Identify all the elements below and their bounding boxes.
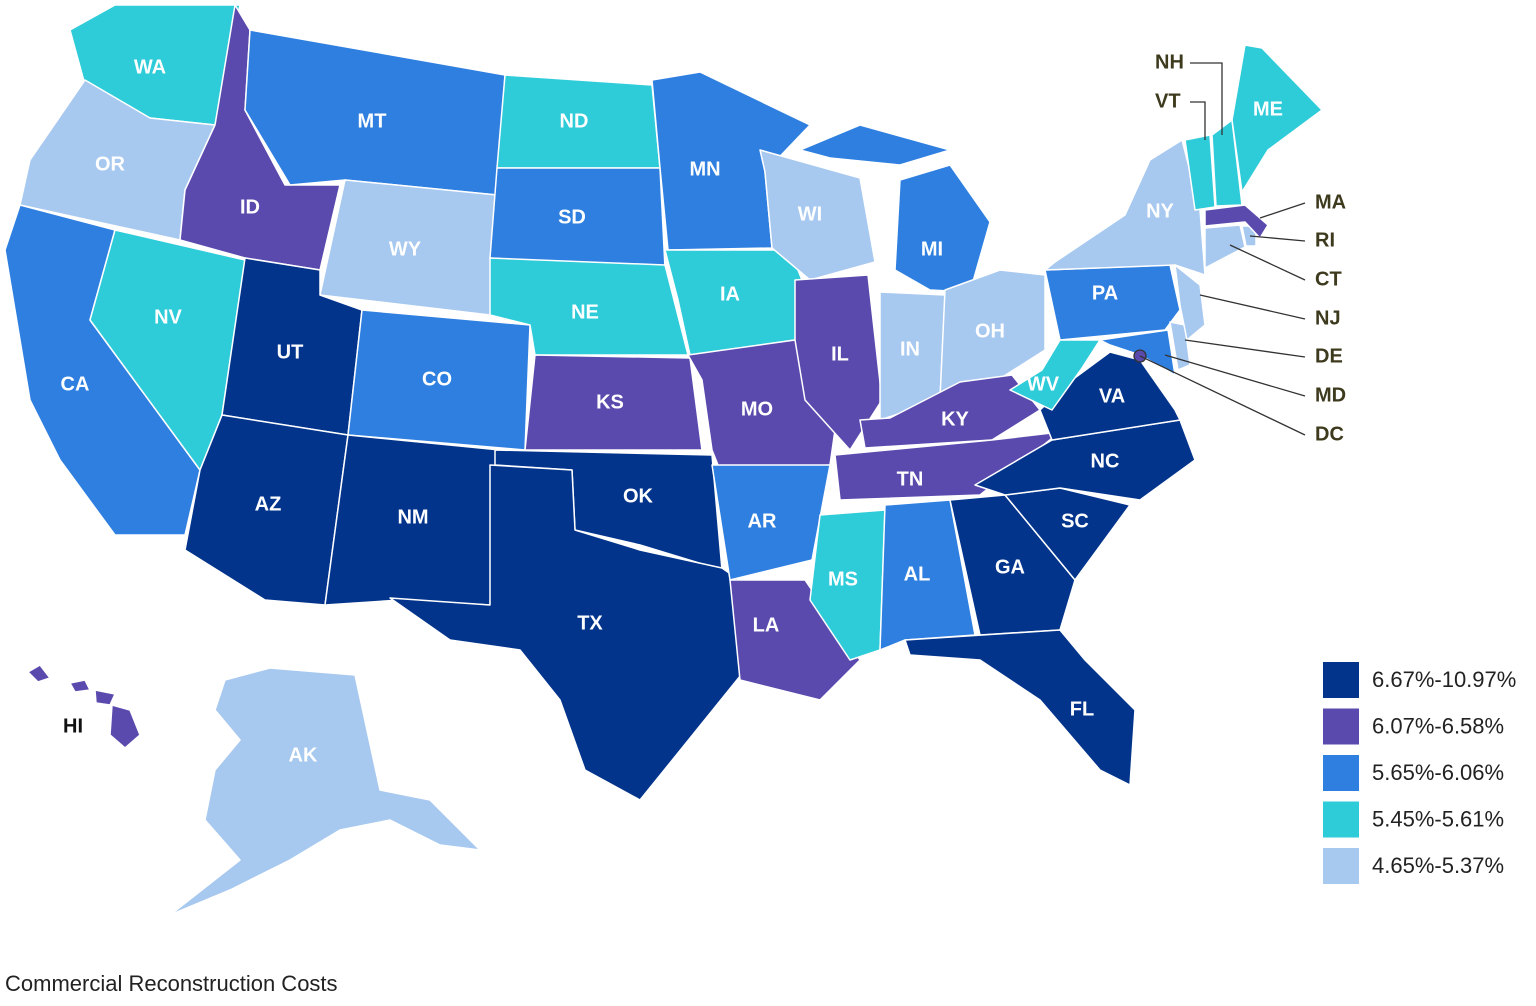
state-label: WV [1027, 373, 1060, 395]
state-label: MA [1315, 191, 1346, 213]
state-label: NJ [1315, 307, 1341, 329]
state [27, 664, 141, 749]
state-label: CO [422, 368, 452, 390]
state-label: LA [753, 614, 780, 636]
leader-line [1249, 235, 1306, 242]
state [1204, 224, 1246, 269]
state-label: MT [358, 110, 387, 132]
state-label: TX [577, 612, 603, 634]
state-label: MO [741, 398, 773, 420]
legend-label: 6.67%-10.97% [1372, 667, 1516, 692]
state-label: ND [560, 110, 589, 132]
state [1169, 321, 1191, 371]
state-label: DC [1315, 423, 1344, 445]
legend-label: 5.65%-6.06% [1372, 760, 1504, 785]
leader-line [1184, 339, 1306, 358]
state [949, 494, 1076, 636]
state-label: AR [748, 510, 777, 532]
state-label: IN [900, 338, 920, 360]
legend-label: 6.07%-6.58% [1372, 713, 1504, 738]
state [1174, 264, 1206, 341]
state-label: WA [134, 56, 166, 78]
state-label: AL [904, 563, 931, 585]
state [904, 629, 1136, 786]
leader-line [1139, 355, 1306, 436]
leader-line [1190, 101, 1206, 140]
state-label: VA [1099, 385, 1125, 407]
state [711, 464, 831, 581]
legend-swatch [1323, 662, 1359, 698]
state-label: KY [941, 408, 969, 430]
state-label: ME [1253, 98, 1283, 120]
state-label: AZ [255, 493, 282, 515]
state-label: MD [1315, 384, 1346, 406]
state-label: SD [558, 206, 586, 228]
state-label: NE [571, 301, 599, 323]
state-label: MS [828, 568, 858, 590]
state [1184, 134, 1216, 211]
state-label: VT [1155, 90, 1181, 112]
state-label: PA [1092, 282, 1118, 304]
state-label: NM [397, 506, 428, 528]
state-label: OR [95, 153, 126, 175]
state-label: NV [154, 306, 182, 328]
state [1231, 44, 1323, 193]
state-label: SC [1061, 510, 1089, 532]
state-label: NC [1091, 450, 1120, 472]
state-label: ID [240, 196, 260, 218]
states [4, 4, 1323, 916]
state-label: OK [623, 485, 654, 507]
state-label: GA [995, 556, 1025, 578]
state [794, 274, 883, 451]
state [729, 579, 861, 701]
state-label: KS [596, 391, 624, 413]
state-label: WY [389, 238, 422, 260]
state-label: IL [831, 343, 849, 365]
leader-line [1259, 202, 1306, 219]
state-label: IA [720, 283, 740, 305]
legend-label: 4.65%-5.37% [1372, 853, 1504, 878]
state [1044, 139, 1206, 276]
state-label: CT [1315, 268, 1342, 290]
state [524, 354, 703, 451]
state [1204, 204, 1269, 239]
state-label: TN [897, 468, 924, 490]
state-label: HI [63, 715, 83, 737]
state-label: MN [689, 158, 720, 180]
state-label: NH [1155, 51, 1184, 73]
caption: Commercial Reconstruction Costs [5, 971, 338, 996]
legend-label: 5.45%-5.61% [1372, 806, 1504, 831]
state-labels: WA OR CA NV ID MT WY UT AZ CO NM ND SD NE KS OK TX MN IA MO… [61, 51, 1347, 766]
state [169, 667, 481, 916]
state [1039, 351, 1181, 441]
legend-swatch [1323, 708, 1359, 745]
state-label: NY [1146, 200, 1174, 222]
state-label: AK [289, 744, 318, 766]
leader-line [1229, 244, 1306, 281]
leader-line [1199, 294, 1306, 320]
state-label: OH [975, 320, 1005, 342]
state-label: UT [277, 341, 304, 363]
state-label: FL [1070, 698, 1094, 720]
leader-line [1164, 354, 1306, 397]
state-label: DE [1315, 345, 1343, 367]
state-label: CA [61, 373, 90, 395]
state-label: WI [798, 203, 822, 225]
state-label: MI [921, 238, 943, 260]
legend-swatch [1323, 848, 1359, 884]
state [389, 464, 746, 801]
leader-line [1190, 62, 1223, 135]
state [809, 509, 886, 661]
legend-swatch [1323, 755, 1359, 791]
legend: 6.67%-10.97% 6.07%-6.58% 5.65%-6.06% 5.45%-… [1323, 662, 1516, 884]
state-label: RI [1315, 229, 1335, 251]
legend-swatch [1323, 801, 1359, 838]
